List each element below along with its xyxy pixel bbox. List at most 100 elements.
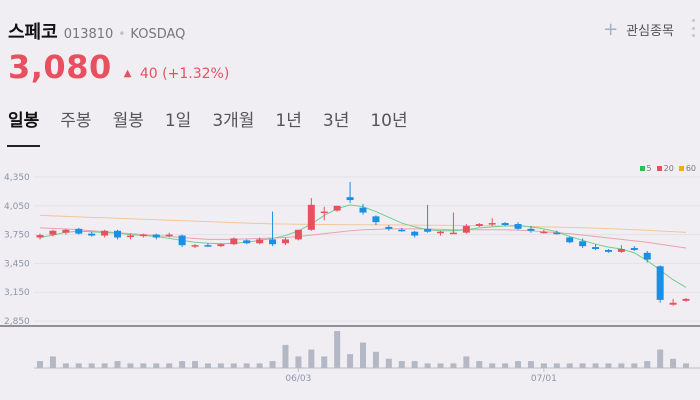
volume-bar bbox=[398, 361, 405, 368]
volume-bar bbox=[476, 361, 483, 368]
ma60-line bbox=[39, 214, 687, 233]
volume-bar bbox=[515, 361, 522, 368]
volume-bar bbox=[424, 363, 431, 368]
tab-3months[interactable]: 3개월 bbox=[212, 111, 255, 131]
ma5-line bbox=[39, 204, 687, 288]
volume-bar bbox=[179, 361, 186, 368]
legend-label-ma60: 60 bbox=[685, 164, 696, 173]
candle-body bbox=[527, 228, 535, 231]
tab-3years[interactable]: 3년 bbox=[322, 111, 350, 131]
stock-header: 스페코 013810 • KOSDAQ bbox=[8, 18, 186, 43]
volume-bar bbox=[372, 351, 379, 368]
volume-bar bbox=[37, 361, 43, 368]
candle-body bbox=[36, 235, 44, 238]
candle-body bbox=[669, 302, 677, 305]
candle-body bbox=[114, 230, 122, 238]
volume-bar bbox=[553, 363, 560, 368]
y-tick-label: 3,750 bbox=[4, 231, 30, 241]
volume-bar bbox=[101, 363, 108, 368]
candle-body bbox=[126, 235, 134, 238]
candle-body bbox=[514, 224, 522, 229]
change-amount: 40 bbox=[139, 66, 158, 82]
tab-monthly[interactable]: 월봉 bbox=[112, 111, 144, 131]
volume-bar bbox=[657, 349, 664, 368]
volume-bar bbox=[192, 361, 199, 368]
more-menu-icon[interactable] bbox=[690, 19, 696, 37]
volume-bar bbox=[334, 331, 341, 368]
x-tick-label: 07/01 bbox=[531, 374, 557, 384]
volume-bar bbox=[295, 356, 302, 368]
tab-10years[interactable]: 10년 bbox=[370, 111, 408, 131]
tab-weekly[interactable]: 주봉 bbox=[60, 111, 92, 131]
candle-body bbox=[269, 239, 277, 245]
tab-daily[interactable]: 일봉 bbox=[8, 111, 40, 131]
candle-body bbox=[449, 232, 457, 235]
tab-1year[interactable]: 1년 bbox=[275, 111, 302, 131]
y-tick-label: 4,350 bbox=[4, 173, 30, 183]
candle-body bbox=[372, 216, 380, 223]
stock-code: 013810 bbox=[63, 27, 114, 42]
volume-bar bbox=[502, 363, 509, 368]
volume-bar bbox=[140, 363, 147, 368]
volume-bar bbox=[269, 361, 276, 368]
separator-dot: • bbox=[118, 27, 126, 41]
candle-body bbox=[656, 266, 664, 300]
volume-bar bbox=[463, 356, 470, 368]
volume-bar bbox=[62, 363, 69, 368]
volume-bar bbox=[605, 363, 612, 368]
volume-bar bbox=[49, 356, 56, 368]
legend-ma20: 20 bbox=[656, 164, 674, 173]
volume-bar bbox=[540, 363, 547, 368]
candle-body bbox=[424, 228, 432, 232]
y-tick-label: 2,850 bbox=[4, 317, 30, 327]
legend-ma60: 60 bbox=[678, 164, 696, 173]
legend-ma5: 5 bbox=[639, 164, 652, 173]
candle-body bbox=[346, 197, 354, 201]
legend-swatch-ma5 bbox=[639, 166, 645, 171]
candle-body bbox=[488, 223, 496, 225]
price-row: 3,080 ▲ 40 (+1.32%) bbox=[8, 48, 229, 86]
volume-bar bbox=[527, 361, 534, 368]
legend-label-ma20: 20 bbox=[663, 164, 674, 173]
volume-bar bbox=[217, 363, 224, 368]
ma20-line bbox=[39, 227, 687, 249]
volume-bar bbox=[114, 361, 121, 368]
chart-legend: 5 20 60 bbox=[639, 164, 696, 173]
volume-bar bbox=[450, 363, 457, 368]
candle-body bbox=[243, 240, 251, 244]
candle-body bbox=[411, 231, 419, 236]
candle-body bbox=[320, 211, 328, 214]
candle-body bbox=[204, 245, 212, 247]
add-watchlist-button[interactable]: + 관심종목 bbox=[603, 20, 674, 39]
volume-bar bbox=[88, 363, 95, 368]
market-name: KOSDAQ bbox=[130, 27, 186, 42]
candle-body bbox=[88, 233, 96, 236]
volume-bar bbox=[153, 363, 160, 368]
candle-body bbox=[101, 230, 109, 236]
candle-body bbox=[333, 205, 341, 211]
volume-bar bbox=[360, 342, 366, 368]
volume-bar bbox=[166, 363, 173, 368]
tab-1day[interactable]: 1일 bbox=[164, 111, 192, 131]
volume-bar bbox=[644, 361, 651, 368]
volume-bar bbox=[631, 363, 638, 368]
price-change: ▲ 40 (+1.32%) bbox=[124, 66, 230, 82]
candle-body bbox=[385, 226, 393, 229]
y-tick-label: 4,050 bbox=[4, 202, 30, 212]
legend-swatch-ma20 bbox=[656, 166, 662, 171]
x-tick-label: 06/03 bbox=[285, 374, 311, 384]
volume-bar bbox=[321, 356, 328, 368]
legend-swatch-ma60 bbox=[678, 166, 684, 171]
volume-bar bbox=[243, 363, 250, 368]
candle-body bbox=[191, 245, 199, 247]
stock-name: 스페코 bbox=[8, 22, 58, 43]
candle-body bbox=[617, 249, 625, 252]
candle-body bbox=[579, 241, 587, 247]
candle-body bbox=[501, 223, 509, 225]
candle-body bbox=[294, 229, 302, 240]
current-price: 3,080 bbox=[8, 48, 112, 86]
change-percent: (+1.32%) bbox=[162, 66, 230, 82]
volume-bar bbox=[618, 363, 625, 368]
volume-bar bbox=[282, 344, 289, 368]
